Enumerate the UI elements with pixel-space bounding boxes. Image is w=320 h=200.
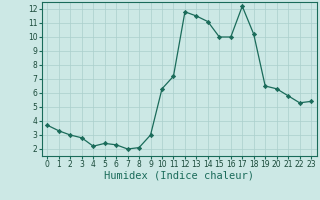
X-axis label: Humidex (Indice chaleur): Humidex (Indice chaleur) xyxy=(104,171,254,181)
